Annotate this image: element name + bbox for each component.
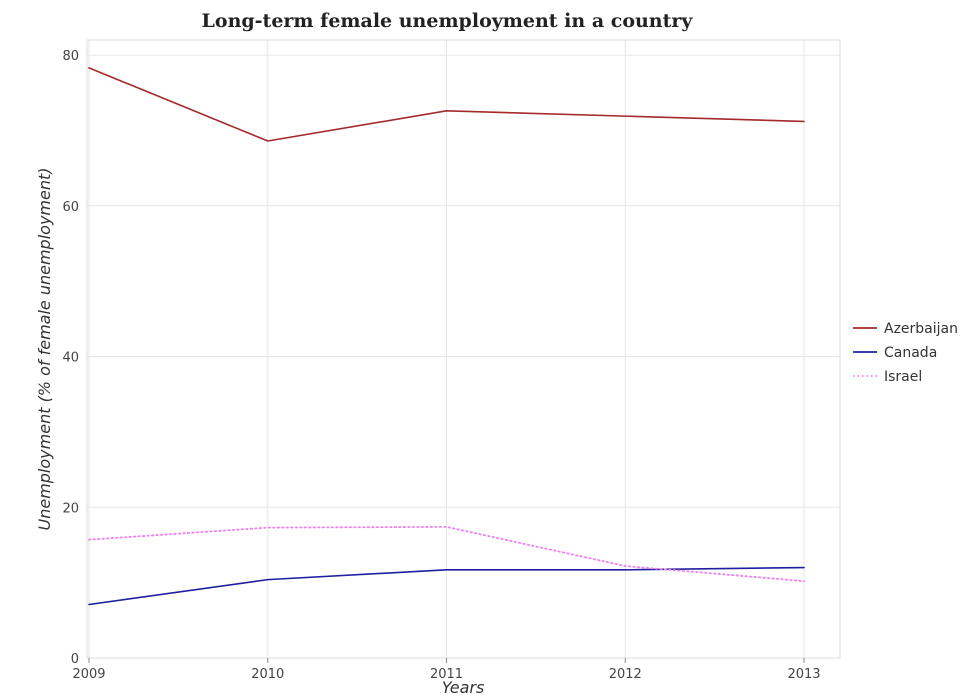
y-tick-label: 0 [71,652,79,667]
plot-area [86,39,841,659]
y-tick-label: 40 [62,351,79,366]
y-tick-label: 20 [62,501,79,516]
legend: Azerbaijan Canada Israel [853,321,958,385]
legend-label-canada: Canada [884,345,937,361]
x-tick-label: 2011 [430,667,463,682]
axis-ticks: 0 20 40 60 80 2009 2010 2011 2012 2013 [62,49,820,682]
series-line-israel [88,525,805,583]
x-tick-label: 2009 [72,667,105,682]
x-tick-label: 2010 [251,667,284,682]
series-line-azerbaijan [88,67,805,142]
series-lines [88,67,805,606]
legend-label-israel: Israel [884,369,922,385]
x-tick-label: 2013 [787,667,820,682]
x-axis-title: Years [442,678,485,697]
y-tick-label: 80 [62,49,79,64]
series-line-canada [88,566,805,606]
y-tick-label: 60 [62,200,79,215]
legend-label-azerbaijan: Azerbaijan [884,321,958,337]
x-tick-label: 2012 [609,667,642,682]
y-axis-title: Unemployment (% of female unemployment) [35,167,54,530]
chart-title: Long-term female unemployment in a count… [202,10,694,32]
gridlines [87,40,840,659]
